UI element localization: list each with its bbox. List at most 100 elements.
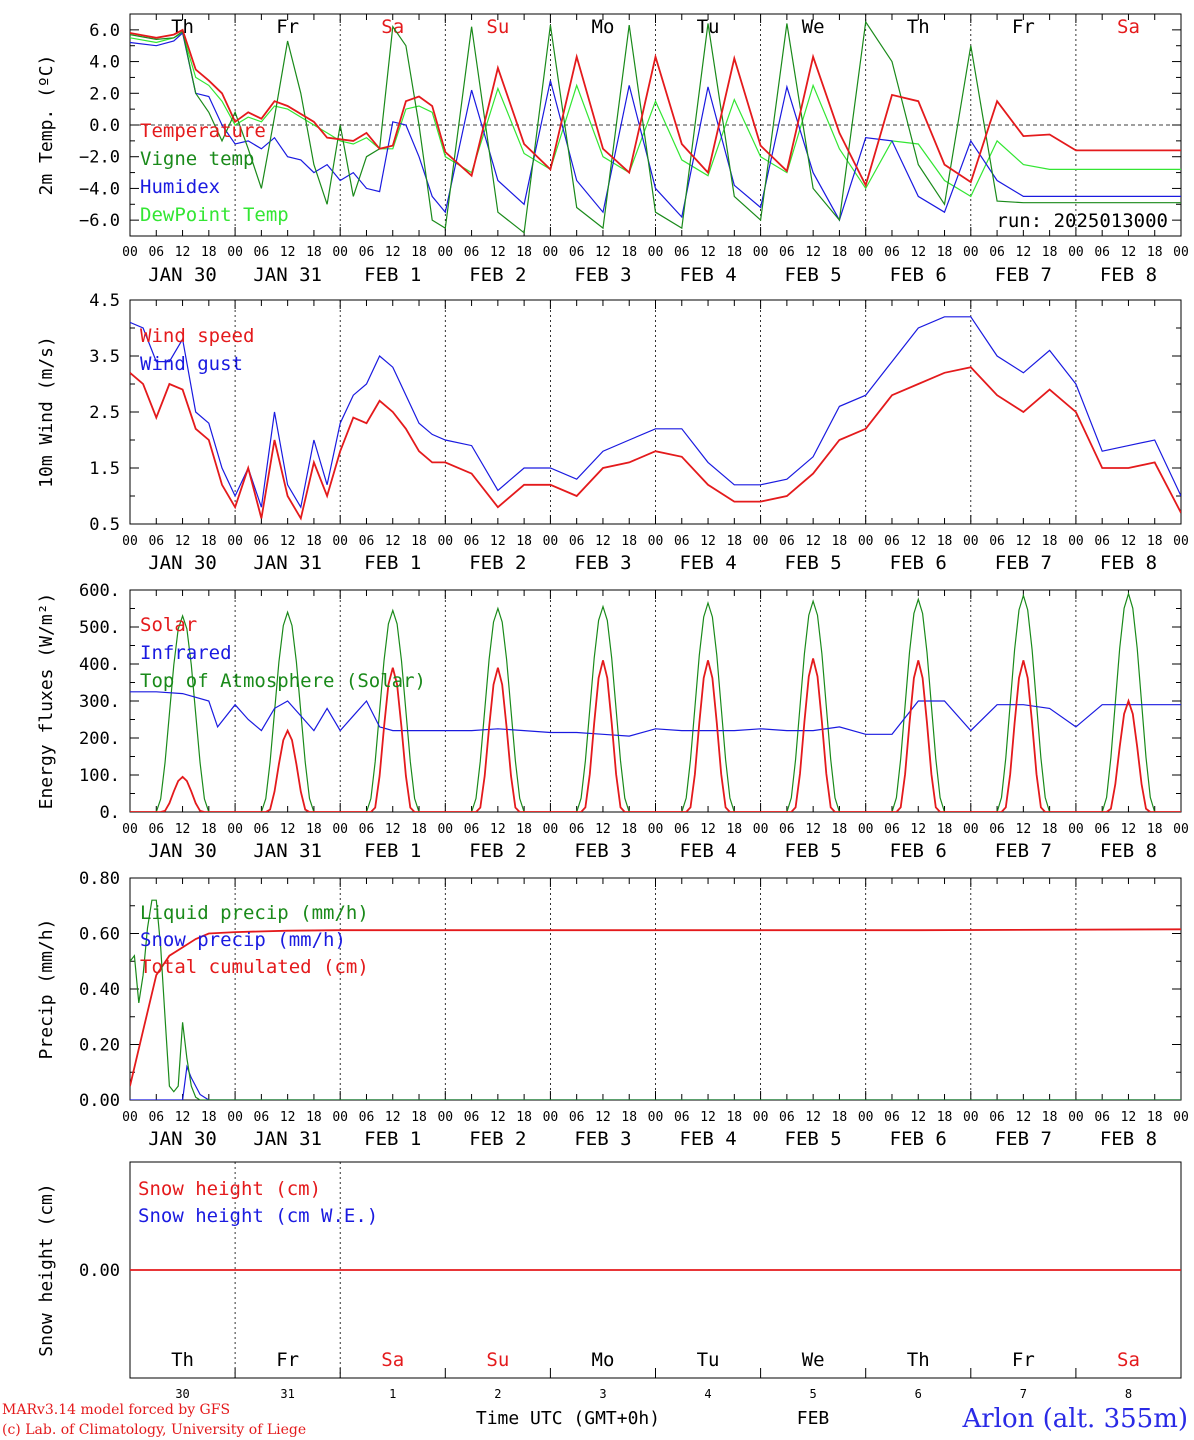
y-axis-label: Energy fluxes (W/m²): [36, 593, 57, 810]
date-label: JAN 30: [148, 264, 217, 286]
day-number-label: 2: [494, 1387, 501, 1401]
hour-tick-label: 00: [1173, 1110, 1189, 1125]
date-label: FEB 8: [1100, 1128, 1157, 1150]
hour-tick-label: 00: [1173, 245, 1189, 260]
hour-tick-label: 00: [858, 245, 874, 260]
date-label: FEB 1: [364, 840, 421, 862]
hour-tick-label: 12: [805, 245, 821, 260]
legend-entry: Humidex: [140, 176, 220, 198]
hour-tick-label: 06: [148, 534, 164, 549]
hour-tick-label: 18: [306, 534, 322, 549]
hour-tick-label: 18: [411, 1110, 427, 1125]
hour-tick-label: 06: [779, 534, 795, 549]
hour-tick-label: 00: [858, 822, 874, 837]
y-axis-label: 2m Temp. (ºC): [36, 55, 57, 196]
date-label: FEB 2: [469, 552, 526, 574]
weekday-label: Sa: [381, 1349, 404, 1371]
hour-tick-label: 12: [805, 534, 821, 549]
date-label: JAN 30: [148, 552, 217, 574]
date-label: FEB 7: [995, 1128, 1052, 1150]
hour-tick-label: 12: [1016, 245, 1032, 260]
hour-tick-label: 18: [516, 245, 532, 260]
date-label: FEB 8: [1100, 264, 1157, 286]
panel-4: Th 30 Fr 31 Sa 1 Su 2 Mo 3 Tu 4 We 5 Th 6 Fr 7 Sa 8 0.00 Snow…: [36, 1161, 1182, 1401]
hour-tick-label: 18: [1042, 534, 1058, 549]
hour-tick-label: 18: [832, 245, 848, 260]
hour-tick-label: 12: [385, 822, 401, 837]
hour-tick-label: 06: [989, 245, 1005, 260]
hour-tick-label: 18: [201, 534, 217, 549]
date-label: JAN 31: [253, 552, 322, 574]
y-axis-label: Precip (mm/h): [36, 919, 57, 1060]
day-number-label: 6: [915, 1387, 922, 1401]
hour-tick-label: 12: [595, 534, 611, 549]
hour-tick-label: 00: [122, 1110, 138, 1125]
weekday-label: Fr: [1012, 16, 1035, 38]
hour-tick-label: 00: [648, 822, 664, 837]
hour-tick-label: 00: [1068, 1110, 1084, 1125]
hour-tick-label: 18: [306, 822, 322, 837]
date-label: FEB 1: [364, 1128, 421, 1150]
month-label: FEB: [797, 1408, 830, 1429]
panel-0: 00 06 12 18 00 06 12 18 00 06 12 18 00 06 12 18 00 06 12 18…: [36, 13, 1189, 286]
hour-tick-label: 00: [1173, 822, 1189, 837]
weekday-label: Sa: [1117, 16, 1140, 38]
date-label: FEB 2: [469, 840, 526, 862]
hour-tick-label: 18: [411, 534, 427, 549]
hour-tick-label: 18: [937, 822, 953, 837]
lab-credit: (c) Lab. of Climatology, University of L…: [2, 1422, 306, 1438]
legend-entry: Snow precip (mm/h): [140, 929, 346, 951]
date-label: FEB 6: [890, 552, 947, 574]
y-tick-label: 200.: [79, 729, 120, 749]
y-tick-label: 0.0: [89, 116, 120, 136]
hour-tick-label: 12: [1121, 534, 1137, 549]
hour-tick-label: 06: [1094, 1110, 1110, 1125]
weekday-label: Tu: [697, 1349, 720, 1371]
hour-tick-label: 18: [516, 1110, 532, 1125]
hour-tick-label: 18: [621, 534, 637, 549]
hour-tick-label: 12: [910, 1110, 926, 1125]
hour-tick-label: 06: [884, 534, 900, 549]
hour-tick-label: 06: [779, 245, 795, 260]
hour-tick-label: 06: [989, 1110, 1005, 1125]
weekday-label: We: [802, 16, 825, 38]
y-tick-label: 0.60: [79, 925, 120, 945]
hour-tick-label: 18: [1147, 1110, 1163, 1125]
y-tick-label: 2.0: [89, 84, 120, 104]
day-number-label: 1: [389, 1387, 396, 1401]
hour-tick-label: 00: [437, 1110, 453, 1125]
panel-3: 00 06 12 18 00 06 12 18 00 06 12 18 00 06 12 18 00 06 12 18…: [36, 869, 1189, 1150]
hour-tick-label: 18: [516, 534, 532, 549]
series-line-liquid-precip-mm-h: [130, 899, 1181, 1100]
hour-tick-label: 12: [700, 822, 716, 837]
run-label: run: 2025013000: [996, 210, 1168, 232]
series-line-total-cumulated-cm: [130, 928, 1181, 1087]
date-label: FEB 2: [469, 1128, 526, 1150]
hour-tick-label: 12: [595, 245, 611, 260]
date-label: JAN 31: [253, 840, 322, 862]
y-tick-label: −4.0: [79, 179, 120, 199]
hour-tick-label: 12: [385, 245, 401, 260]
hour-tick-label: 18: [832, 534, 848, 549]
hour-tick-label: 06: [569, 534, 585, 549]
date-label: FEB 1: [364, 552, 421, 574]
hour-tick-label: 18: [411, 245, 427, 260]
y-tick-label: 600.: [79, 581, 120, 601]
hour-tick-label: 12: [490, 534, 506, 549]
hour-tick-label: 18: [516, 822, 532, 837]
hour-tick-label: 06: [254, 822, 270, 837]
hour-tick-label: 12: [490, 245, 506, 260]
hour-tick-label: 12: [490, 1110, 506, 1125]
series-line-snow-precip-mm-h: [130, 1064, 1181, 1100]
weekday-label: We: [802, 1349, 825, 1371]
date-label: FEB 6: [890, 840, 947, 862]
weekday-label: Fr: [1012, 1349, 1035, 1371]
hour-tick-label: 00: [543, 534, 559, 549]
hour-tick-label: 12: [1016, 534, 1032, 549]
hour-tick-label: 18: [937, 1110, 953, 1125]
series-line-humidex: [130, 31, 1181, 222]
hour-tick-label: 06: [779, 1110, 795, 1125]
hour-tick-label: 00: [332, 1110, 348, 1125]
hour-tick-label: 12: [595, 1110, 611, 1125]
hour-tick-label: 18: [306, 1110, 322, 1125]
